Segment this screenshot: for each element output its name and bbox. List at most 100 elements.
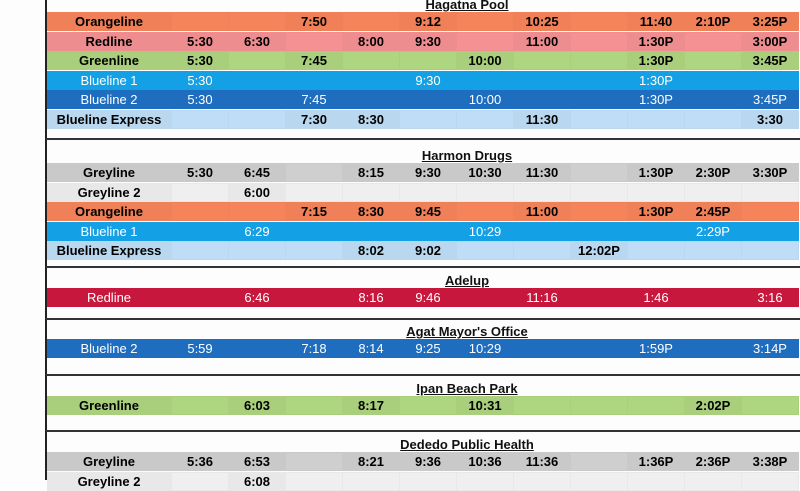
departure-time: 12:02P (571, 242, 627, 260)
route-row: Greyline 2 6:08 (47, 471, 799, 491)
departure-time (400, 472, 456, 490)
section-divider (46, 318, 800, 320)
departure-time (229, 71, 285, 89)
departure-time (286, 472, 342, 490)
departure-time (343, 222, 399, 240)
departure-time (571, 164, 627, 181)
departure-time (457, 242, 513, 260)
departure-time: 10:25 (514, 13, 570, 30)
departure-time (685, 52, 741, 70)
route-row: Greenline 5:30 7:45 10:00 1:30P 3:45P (47, 51, 799, 71)
departure-time: 9:02 (400, 242, 456, 260)
route-name: Redline (47, 32, 171, 50)
departure-time (229, 52, 285, 70)
route-name: Orangeline (47, 203, 171, 221)
departure-time: 9:30 (400, 71, 456, 89)
departure-time: 2:30P (685, 164, 741, 181)
departure-time: 2:45P (685, 203, 741, 221)
departure-time (286, 71, 342, 89)
departure-time: 6:08 (229, 472, 285, 490)
departure-time: 6:45 (229, 164, 285, 181)
departure-time (457, 203, 513, 221)
departure-time (229, 340, 285, 357)
departure-time: 1:30P (628, 91, 684, 109)
departure-time (742, 183, 798, 201)
stop-title: Harmon Drugs (421, 148, 513, 163)
departure-time: 6:46 (229, 289, 285, 306)
route-row: Blueline 2 5:59 7:18 8:14 9:25 10:29 1:59P 3:14… (47, 339, 799, 358)
departure-time (172, 289, 228, 306)
departure-time (685, 472, 741, 490)
departure-time (628, 472, 684, 490)
departure-time: 10:36 (457, 453, 513, 470)
departure-time (400, 183, 456, 201)
departure-time (571, 183, 627, 201)
departure-time: 6:53 (229, 453, 285, 470)
stop-title: Dededo Public Health (400, 437, 534, 452)
departure-time: 1:30P (628, 164, 684, 181)
departure-time (286, 32, 342, 50)
departure-time: 10:00 (457, 91, 513, 109)
departure-time (685, 111, 741, 128)
departure-time (286, 397, 342, 414)
departure-time: 11:00 (514, 203, 570, 221)
departure-time: 10:00 (457, 52, 513, 70)
departure-time (172, 183, 228, 201)
departure-time: 9:30 (400, 164, 456, 181)
departure-time: 3:30P (742, 164, 798, 181)
departure-time (514, 397, 570, 414)
departure-time: 1:30P (628, 203, 684, 221)
departure-time (571, 472, 627, 490)
departure-time: 3:30 (742, 111, 798, 128)
departure-time: 5:30 (172, 52, 228, 70)
departure-time (685, 183, 741, 201)
departure-time (172, 111, 228, 128)
departure-time (286, 222, 342, 240)
departure-time (286, 164, 342, 181)
departure-time (400, 397, 456, 414)
departure-time (742, 397, 798, 414)
departure-time: 8:15 (343, 164, 399, 181)
departure-time (172, 242, 228, 260)
departure-time: 7:15 (286, 203, 342, 221)
departure-time (229, 13, 285, 30)
departure-time: 1:30P (628, 52, 684, 70)
route-name: Redline (47, 289, 171, 306)
departure-time: 5:30 (172, 91, 228, 109)
departure-time (343, 91, 399, 109)
route-name: Blueline 2 (47, 91, 171, 109)
stop-title: Adelup (444, 273, 490, 288)
departure-time: 5:30 (172, 164, 228, 181)
departure-time (742, 71, 798, 89)
departure-time (514, 222, 570, 240)
route-name: Greenline (47, 397, 171, 414)
departure-time: 5:30 (172, 32, 228, 50)
departure-time: 10:29 (457, 340, 513, 357)
departure-time: 7:45 (286, 91, 342, 109)
section-divider (46, 138, 800, 140)
route-row: Greenline 6:03 8:17 10:31 2:02P (47, 396, 799, 415)
departure-time (685, 340, 741, 357)
departure-time (571, 222, 627, 240)
departure-time: 11:40 (628, 13, 684, 30)
departure-time: 3:00P (742, 32, 798, 50)
departure-time (571, 91, 627, 109)
route-row: Orangeline 7:15 8:30 9:45 11:00 1:30P 2:45P (47, 202, 799, 222)
departure-time: 2:02P (685, 397, 741, 414)
departure-time (571, 32, 627, 50)
departure-time: 11:30 (514, 111, 570, 128)
departure-time: 7:50 (286, 13, 342, 30)
stop-title: Ipan Beach Park (416, 381, 518, 396)
departure-time (628, 111, 684, 128)
departure-time (343, 13, 399, 30)
departure-time: 5:30 (172, 71, 228, 89)
stop-title: Hagatna Pool (425, 0, 509, 12)
departure-time (172, 472, 228, 490)
route-row: Redline 6:46 8:16 9:46 11:16 1:46 3:16 (47, 288, 799, 307)
departure-time: 9:25 (400, 340, 456, 357)
route-row: Redline 5:30 6:30 8:00 9:30 11:00 1:30P 3:00P (47, 31, 799, 51)
departure-time (172, 13, 228, 30)
departure-time: 2:29P (685, 222, 741, 240)
departure-time: 5:59 (172, 340, 228, 357)
departure-time: 3:14P (742, 340, 798, 357)
